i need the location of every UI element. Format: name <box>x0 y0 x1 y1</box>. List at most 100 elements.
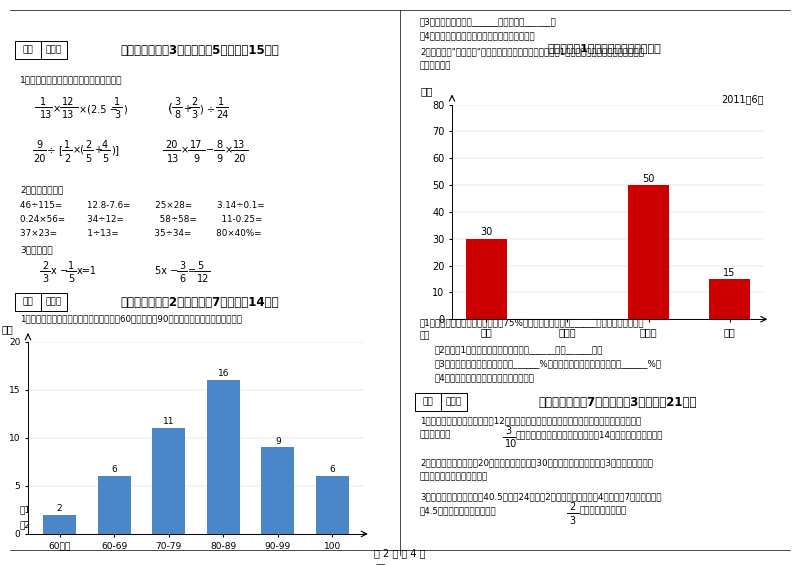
Text: 第 2 页 共 4 页: 第 2 页 共 4 页 <box>374 548 426 558</box>
Text: 2: 2 <box>64 154 70 164</box>
Y-axis label: 人数: 人数 <box>2 324 14 334</box>
Bar <box>316 476 349 534</box>
Text: 13: 13 <box>167 154 179 164</box>
Text: 成了总任务的: 成了总任务的 <box>420 431 451 440</box>
Text: 2: 2 <box>569 502 575 512</box>
Text: 6: 6 <box>330 466 335 475</box>
Text: 10: 10 <box>505 439 518 449</box>
FancyBboxPatch shape <box>415 393 467 411</box>
Text: 20: 20 <box>33 154 46 164</box>
Text: ，甲继续做，从开始到完成任务用了14天。请问乙请假几天？: ，甲继续做，从开始到完成任务用了14天。请问乙请假几天？ <box>516 431 663 440</box>
Text: 13: 13 <box>233 140 246 150</box>
Text: 9: 9 <box>275 437 281 446</box>
Text: 16: 16 <box>218 370 229 379</box>
Text: 30: 30 <box>480 227 493 237</box>
Text: +: + <box>183 104 191 114</box>
Text: 5x −: 5x − <box>155 266 178 276</box>
Text: 2: 2 <box>42 261 48 271</box>
Text: 5: 5 <box>85 154 91 164</box>
Bar <box>152 428 185 534</box>
Text: 1: 1 <box>64 140 70 150</box>
Text: （3）闯红灯的行人数量是汽车的______%，闯红灯的汽车数量是电动车的______%。: （3）闯红灯的行人数量是汽车的______%，闯红灯的汽车数量是电动车的____… <box>435 359 662 368</box>
Text: （3）考试的及格率是______，优秀率是______。: （3）考试的及格率是______，优秀率是______。 <box>420 18 557 27</box>
Text: 12: 12 <box>62 97 74 107</box>
Text: 46÷115=         12.8-7.6=         25×28=         3.14÷0.1=: 46÷115= 12.8-7.6= 25×28= 3.14÷0.1= <box>20 201 265 210</box>
Text: 2: 2 <box>57 504 62 513</box>
Text: 评卷人: 评卷人 <box>446 398 462 406</box>
Text: （4）看了上面的统计图，你有什么想法？: （4）看了上面的统计图，你有什么想法？ <box>435 373 535 383</box>
Text: 1、脱式计算，能简便计算的要简便计算。: 1、脱式计算，能简便计算的要简便计算。 <box>20 76 122 85</box>
Bar <box>98 476 130 534</box>
Text: 9: 9 <box>193 154 199 164</box>
Text: 1: 1 <box>218 97 224 107</box>
Text: 4: 4 <box>102 140 108 150</box>
Text: 四、计算题（共3小题，每题5分，共计15分）: 四、计算题（共3小题，每题5分，共计15分） <box>121 44 279 57</box>
Text: ): ) <box>123 104 126 114</box>
Text: 24: 24 <box>216 110 228 120</box>
Text: 2: 2 <box>191 97 198 107</box>
Bar <box>43 515 76 534</box>
Text: 11: 11 <box>163 418 174 427</box>
Text: 17: 17 <box>190 140 202 150</box>
FancyBboxPatch shape <box>15 293 67 311</box>
Text: 37×23=           1÷13=             35÷34=         80×40%=: 37×23= 1÷13= 35÷34= 80×40%= <box>20 228 262 237</box>
FancyBboxPatch shape <box>15 41 67 59</box>
Bar <box>710 279 750 319</box>
Text: 五、综合题（共2小题，每题7分，共计14分）: 五、综合题（共2小题，每题7分，共计14分） <box>121 295 279 308</box>
Bar <box>207 380 240 534</box>
Text: 5: 5 <box>68 274 74 284</box>
Text: (: ( <box>168 102 173 115</box>
Text: ×: × <box>181 145 189 155</box>
Text: 队做，需要多少天才能完成？: 队做，需要多少天才能完成？ <box>420 472 488 481</box>
Text: 3: 3 <box>569 516 575 526</box>
Bar <box>262 447 294 534</box>
Text: =: = <box>188 266 196 276</box>
Text: 六、应用题（共7小题，每题3分，共计21分）: 六、应用题（共7小题，每题3分，共计21分） <box>538 396 698 408</box>
Text: （4）看右面的统计图，你再提出一个数学问题。: （4）看右面的统计图，你再提出一个数学问题。 <box>420 32 536 41</box>
Text: 得分: 得分 <box>22 298 34 306</box>
Text: ×(: ×( <box>73 145 85 155</box>
Text: （2）成绩在________段的人数最多。: （2）成绩在________段的人数最多。 <box>20 520 126 529</box>
Bar <box>466 238 506 319</box>
Text: 5: 5 <box>197 261 203 271</box>
Text: 3: 3 <box>42 274 48 284</box>
Text: ×: × <box>225 145 233 155</box>
Text: x=1: x=1 <box>77 266 97 276</box>
Text: （1）闯红灯的汽车数量是摩托车的75%，闯红灯的摩托车有______辆，将统计图补充完: （1）闯红灯的汽车数量是摩托车的75%，闯红灯的摩托车有______辆，将统计图… <box>420 319 645 328</box>
Text: 1: 1 <box>40 97 46 107</box>
Text: 2、为了创建"文明城市"，交通部门在某个十字路口统计了1个小时内闯红灯的情况，制成了统: 2、为了创建"文明城市"，交通部门在某个十字路口统计了1个小时内闯红灯的情况，制… <box>420 47 644 56</box>
Text: 3: 3 <box>114 110 120 120</box>
Text: 12: 12 <box>197 274 210 284</box>
Text: 0.24×56=        34÷12=             58÷58=         11-0.25=: 0.24×56= 34÷12= 58÷58= 11-0.25= <box>20 215 262 224</box>
Text: 9: 9 <box>216 154 222 164</box>
Text: 2、直接写得数。: 2、直接写得数。 <box>20 185 63 194</box>
Text: 整。: 整。 <box>420 332 430 341</box>
Text: 9: 9 <box>36 140 42 150</box>
Y-axis label: 数量: 数量 <box>421 86 434 96</box>
Text: 运走，需运多少次？: 运走，需运多少次？ <box>580 506 627 515</box>
Text: 3: 3 <box>179 261 185 271</box>
Text: 评卷人: 评卷人 <box>46 46 62 54</box>
Text: +: + <box>94 145 102 155</box>
Text: ) ÷: ) ÷ <box>200 104 215 114</box>
Text: 2011年6月: 2011年6月 <box>722 94 764 104</box>
Text: 得分: 得分 <box>422 398 434 406</box>
Text: ÷ [: ÷ [ <box>47 145 63 155</box>
Text: 20: 20 <box>233 154 246 164</box>
Text: 1: 1 <box>114 97 120 107</box>
Text: −: − <box>206 145 214 155</box>
Text: 计图，如图：: 计图，如图： <box>420 62 451 71</box>
Text: 3、解方程。: 3、解方程。 <box>20 246 53 254</box>
Text: （1）这个班共有学生________人。: （1）这个班共有学生________人。 <box>20 506 121 515</box>
Text: 得分: 得分 <box>22 46 34 54</box>
Text: 50: 50 <box>642 173 654 184</box>
Text: 13: 13 <box>40 110 52 120</box>
Text: 3: 3 <box>505 426 511 436</box>
Text: 1: 1 <box>68 261 74 271</box>
Text: 评卷人: 评卷人 <box>46 298 62 306</box>
Text: 2: 2 <box>85 140 91 150</box>
Text: 3: 3 <box>174 97 180 107</box>
Text: )]: )] <box>111 145 119 155</box>
Text: 1、一批零件，甲、乙两人合作12天可以完成，他们合作若干天后，乙因事请假，乙这时只完: 1、一批零件，甲、乙两人合作12天可以完成，他们合作若干天后，乙因事请假，乙这时… <box>420 416 642 425</box>
Text: （2）在这1小时内，闯红灯的最多的是______，有______辆。: （2）在这1小时内，闯红灯的最多的是______，有______辆。 <box>435 346 603 354</box>
